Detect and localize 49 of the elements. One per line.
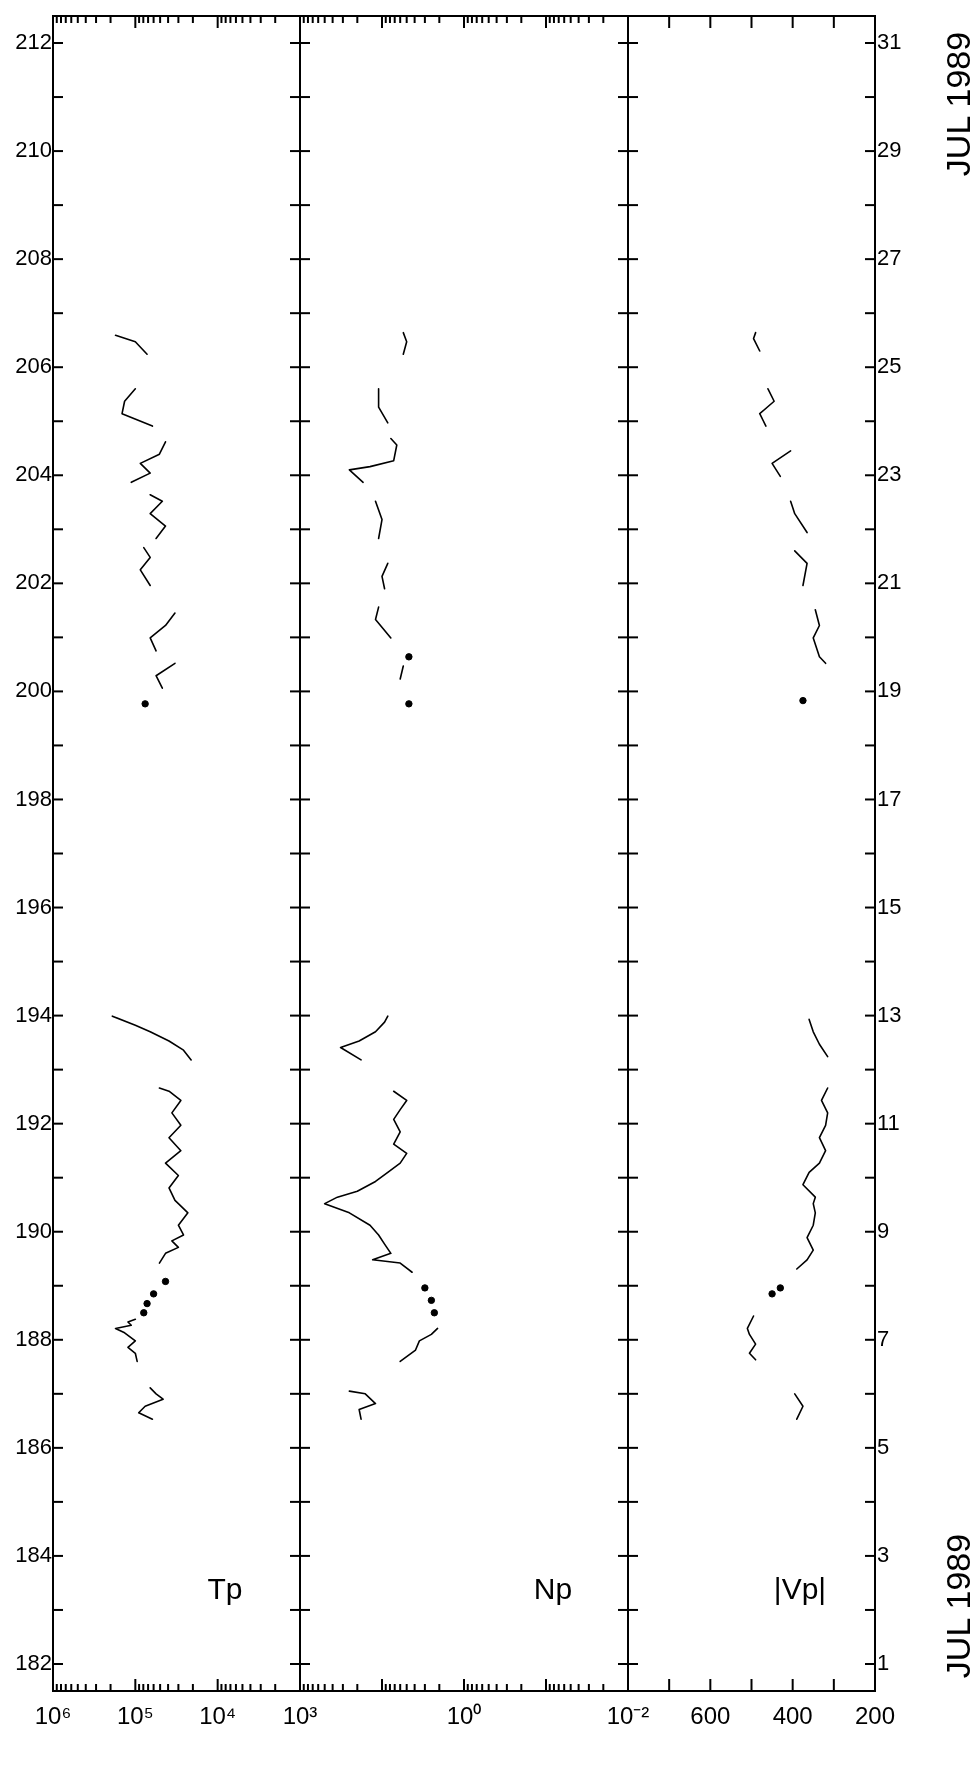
y-tick-label: 204 [15, 461, 52, 487]
y2-tick-label: 19 [877, 677, 902, 703]
y-tick-label: 208 [15, 245, 52, 271]
y-tick-label: 186 [15, 1433, 52, 1459]
y-tick-label: 190 [15, 1217, 52, 1243]
x-tick-label: 200 [854, 1702, 896, 1730]
y2-tick-label: 27 [877, 245, 902, 271]
y2-tick-label: 25 [877, 353, 902, 379]
x-tick-label: 600 [690, 1702, 731, 1730]
y-tick-label: 192 [15, 1109, 52, 1135]
y-tick-label: 188 [15, 1325, 52, 1351]
y2-tick-label: 5 [877, 1433, 890, 1459]
x-axis-title: Np [533, 1572, 573, 1606]
x-tick-label: 400 [772, 1702, 813, 1730]
x-tick-label: 10³ [282, 1702, 318, 1730]
point [799, 696, 807, 705]
y-tick-label: 194 [15, 1001, 52, 1027]
y2-tick-label: 9 [877, 1217, 890, 1243]
x-tick-label: 10⁰ [446, 1702, 482, 1730]
text: JUL 1989 [939, 31, 978, 177]
y-tick-label: 200 [15, 677, 52, 703]
y2-tick-label: 17 [877, 785, 902, 811]
y2-tick-label: 15 [877, 893, 902, 919]
x-axis-title: |Vp| [773, 1572, 827, 1606]
y2-tick-label: 21 [877, 569, 902, 595]
y-tick-label: 206 [15, 353, 52, 379]
y2-axis-title: JUL 1989 [939, 1533, 978, 1679]
y2-tick-label: 1 [877, 1650, 890, 1676]
x-tick-label: 10⁻² [606, 1702, 650, 1730]
y-tick-label: 182 [15, 1650, 52, 1676]
y2-tick-label: 23 [877, 461, 902, 487]
y-tick-label: 184 [15, 1541, 52, 1567]
x-axis-title: Tp [207, 1572, 243, 1606]
y2-tick-label: 13 [877, 1001, 902, 1027]
y-tick-label: 198 [15, 785, 52, 811]
y-tick-label: 210 [15, 137, 52, 163]
y-tick-label: 202 [15, 569, 52, 595]
point [768, 1290, 776, 1298]
y2-tick-label: 7 [877, 1325, 890, 1351]
y2-tick-label: 3 [877, 1541, 890, 1567]
y-tick-label: 196 [15, 893, 52, 919]
x-tick-label: 10⁴ [199, 1702, 237, 1730]
y-tick-label: 212 [15, 29, 52, 55]
x-tick-label: 10⁶ [34, 1702, 72, 1730]
y2-tick-label: 29 [877, 137, 902, 163]
point [776, 1284, 785, 1292]
y2-tick-label: 31 [877, 29, 902, 55]
x-tick-label: 10⁵ [117, 1702, 154, 1730]
y2-tick-label: 11 [877, 1109, 900, 1135]
